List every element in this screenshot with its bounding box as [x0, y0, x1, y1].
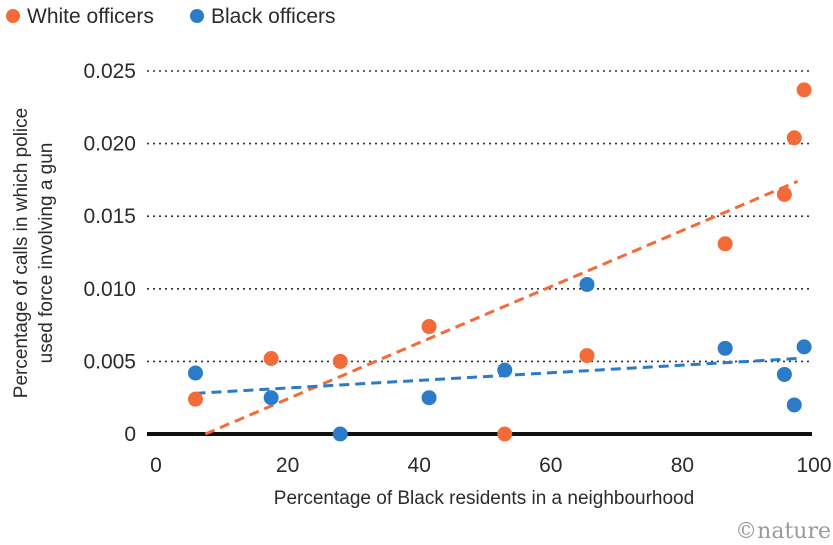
x-axis-ticks: 0 20 40 60 80 100	[150, 454, 831, 477]
legend-item-black-officers: Black officers	[190, 5, 336, 28]
y-tick-label: 0	[124, 423, 136, 446]
legend: White officers Black officers	[6, 5, 336, 28]
x-tick-label: 100	[796, 454, 831, 477]
x-tick-label: 60	[539, 454, 562, 477]
data-point	[187, 391, 203, 407]
data-point	[421, 390, 437, 406]
legend-marker-white-officers	[6, 9, 20, 23]
data-point	[497, 426, 513, 442]
y-axis-title-line-1: Percentage of calls in which police	[11, 108, 32, 398]
legend-label-black-officers: Black officers	[211, 5, 336, 28]
data-point	[263, 350, 279, 366]
legend-item-white-officers: White officers	[6, 5, 154, 28]
data-point	[796, 82, 812, 98]
data-point	[332, 426, 348, 442]
data-point	[497, 362, 513, 378]
data-point	[786, 130, 802, 146]
y-axis-title: Percentage of calls in which police used…	[11, 108, 57, 398]
x-tick-label: 0	[150, 454, 162, 477]
data-point	[717, 236, 733, 252]
y-tick-label: 0.005	[83, 350, 136, 373]
data-point	[796, 339, 812, 355]
x-tick-label: 40	[408, 454, 431, 477]
data-point	[263, 390, 279, 406]
data-point	[332, 353, 348, 369]
data-point	[786, 397, 802, 413]
data-point	[421, 319, 437, 335]
legend-label-white-officers: White officers	[27, 5, 154, 28]
nature-credit: ©nature	[735, 519, 831, 544]
data-point	[187, 365, 203, 381]
data-point	[717, 340, 733, 356]
y-tick-label: 0.010	[83, 278, 136, 301]
x-tick-label: 80	[671, 454, 694, 477]
data-points	[187, 82, 812, 442]
trend-line	[204, 179, 799, 436]
data-point	[579, 276, 595, 292]
data-point	[776, 186, 792, 202]
x-axis-title: Percentage of Black residents in a neigh…	[274, 488, 694, 509]
x-tick-label: 20	[276, 454, 299, 477]
data-point	[579, 348, 595, 364]
trend-line	[195, 356, 798, 395]
legend-marker-black-officers	[190, 9, 204, 23]
y-tick-label: 0.025	[83, 60, 136, 83]
y-axis-title-line-2: used force involving a gun	[36, 143, 57, 364]
data-point	[776, 366, 792, 382]
y-axis-ticks: 0 0.005 0.010 0.015 0.020 0.025	[83, 60, 136, 446]
y-tick-label: 0.015	[83, 205, 136, 228]
y-tick-label: 0.020	[83, 133, 136, 156]
trend-lines	[195, 179, 799, 436]
